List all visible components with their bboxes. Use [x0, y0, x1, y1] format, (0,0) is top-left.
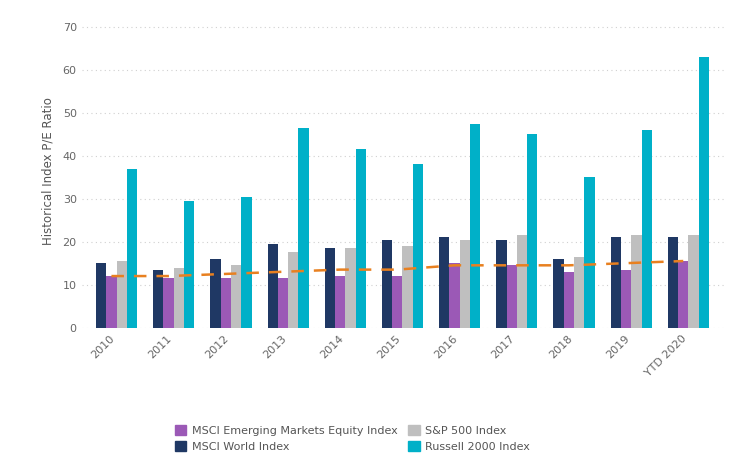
- Bar: [268, 244, 278, 328]
- Bar: [460, 240, 470, 328]
- Bar: [631, 235, 642, 328]
- Bar: [699, 57, 709, 328]
- Bar: [278, 278, 288, 328]
- Bar: [517, 235, 527, 328]
- Bar: [610, 237, 621, 328]
- Bar: [174, 268, 184, 328]
- Bar: [413, 164, 423, 328]
- Bar: [382, 240, 392, 328]
- Bar: [242, 197, 251, 328]
- Bar: [288, 252, 298, 328]
- Bar: [164, 278, 174, 328]
- Bar: [439, 237, 450, 328]
- Bar: [117, 261, 127, 328]
- Bar: [527, 134, 537, 328]
- Bar: [450, 263, 460, 328]
- Bar: [402, 246, 413, 328]
- Bar: [106, 276, 117, 328]
- Bar: [470, 124, 480, 328]
- Bar: [621, 270, 631, 328]
- Bar: [564, 272, 574, 328]
- Bar: [127, 168, 137, 328]
- Bar: [221, 278, 231, 328]
- Bar: [335, 276, 346, 328]
- Legend: MSCI Emerging Markets Equity Index, MSCI World Index, S&P 500 Index, Russell 200: MSCI Emerging Markets Equity Index, MSCI…: [171, 421, 534, 456]
- Bar: [355, 149, 366, 328]
- Bar: [668, 237, 678, 328]
- Bar: [574, 257, 584, 328]
- Bar: [325, 248, 335, 328]
- Bar: [678, 261, 688, 328]
- Bar: [554, 259, 564, 328]
- Y-axis label: Historical Index P/E Ratio: Historical Index P/E Ratio: [41, 97, 55, 245]
- Bar: [184, 201, 194, 328]
- Bar: [688, 235, 699, 328]
- Bar: [584, 177, 595, 328]
- Bar: [298, 128, 309, 328]
- Bar: [231, 265, 242, 328]
- Bar: [96, 263, 106, 328]
- Bar: [392, 276, 402, 328]
- Bar: [153, 270, 164, 328]
- Bar: [506, 265, 517, 328]
- Bar: [346, 248, 355, 328]
- Bar: [496, 240, 506, 328]
- Bar: [210, 259, 221, 328]
- Bar: [642, 130, 652, 328]
